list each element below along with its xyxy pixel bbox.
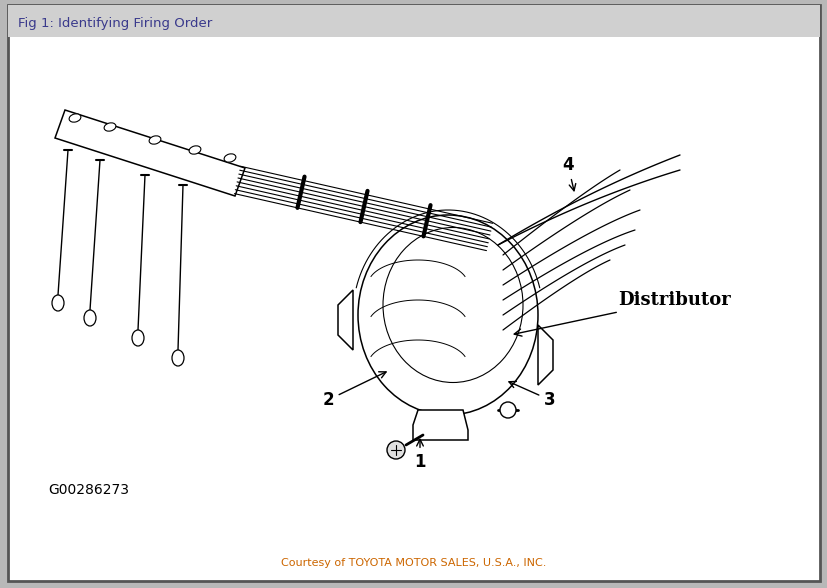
- Polygon shape: [337, 290, 352, 350]
- Text: 4: 4: [562, 156, 575, 191]
- Ellipse shape: [189, 146, 201, 154]
- Circle shape: [386, 441, 404, 459]
- Ellipse shape: [52, 295, 64, 311]
- Text: Courtesy of TOYOTA MOTOR SALES, U.S.A., INC.: Courtesy of TOYOTA MOTOR SALES, U.S.A., …: [281, 558, 546, 568]
- Ellipse shape: [149, 136, 160, 144]
- Polygon shape: [55, 110, 245, 196]
- Polygon shape: [538, 325, 552, 385]
- FancyBboxPatch shape: [8, 5, 819, 581]
- Text: Distributor: Distributor: [514, 291, 730, 336]
- Text: 2: 2: [322, 372, 385, 409]
- Text: G00286273: G00286273: [48, 483, 129, 497]
- Text: Fig 1: Identifying Firing Order: Fig 1: Identifying Firing Order: [18, 16, 212, 29]
- Text: 3: 3: [509, 382, 555, 409]
- Circle shape: [500, 402, 515, 418]
- Text: 1: 1: [414, 439, 425, 471]
- Ellipse shape: [84, 310, 96, 326]
- Ellipse shape: [172, 350, 184, 366]
- Ellipse shape: [357, 215, 538, 415]
- Ellipse shape: [131, 330, 144, 346]
- Ellipse shape: [69, 114, 81, 122]
- Ellipse shape: [104, 123, 116, 131]
- FancyBboxPatch shape: [8, 5, 819, 37]
- Polygon shape: [413, 410, 467, 440]
- Ellipse shape: [224, 154, 236, 162]
